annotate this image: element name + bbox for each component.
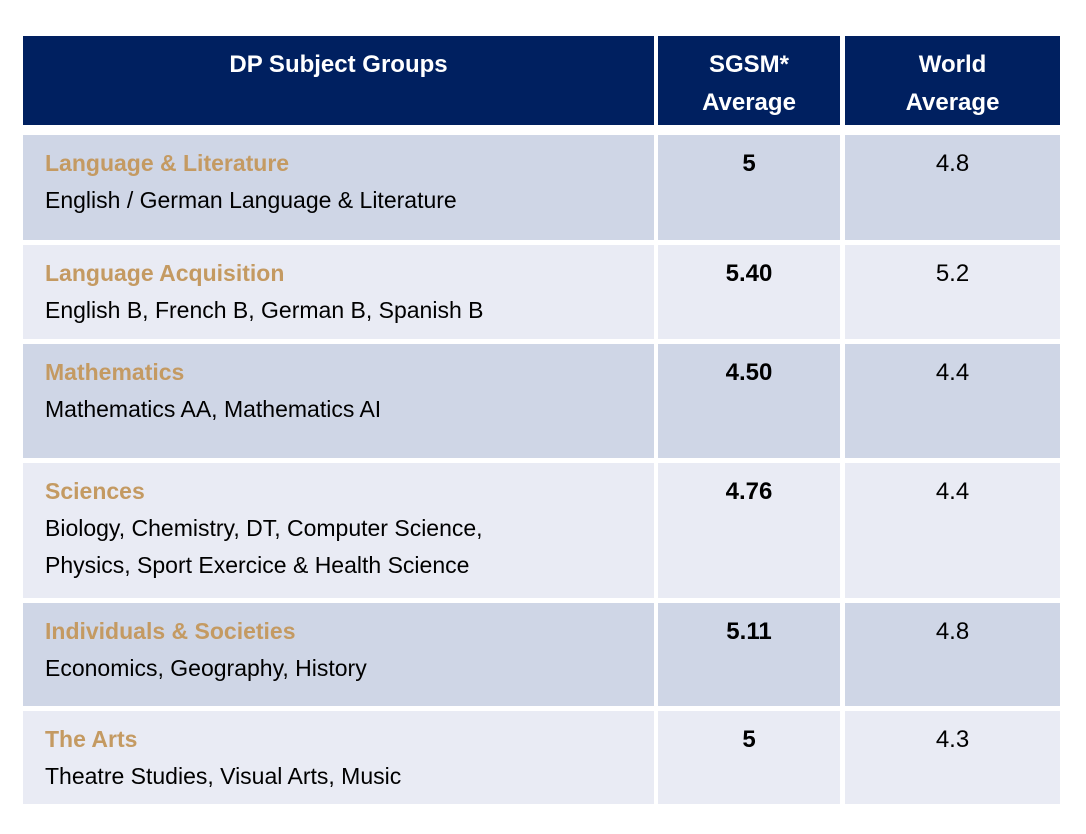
subject-cell: Language Acquisition English B, French B,… — [23, 245, 654, 339]
group-name: Language Acquisition — [45, 260, 285, 286]
world-value: 4.3 — [935, 726, 970, 753]
world-value: 4.8 — [935, 150, 970, 177]
subject-list: Theatre Studies, Visual Arts, Music — [45, 763, 402, 789]
subject-list: Biology, Chemistry, DT, Computer Science… — [45, 515, 483, 541]
world-average-cell: 5.2 — [845, 245, 1060, 339]
group-name: Individuals & Societies — [45, 618, 296, 644]
header-world-average: World Average — [845, 36, 1060, 125]
sgsm-average-cell: 4.76 — [658, 463, 840, 598]
sgsm-value: 5.40 — [725, 260, 773, 287]
group-name: The Arts — [45, 726, 138, 752]
sgsm-average-cell: 5 — [658, 711, 840, 804]
sgsm-value: 5.11 — [726, 618, 772, 645]
header-label: World — [918, 51, 987, 78]
sgsm-value: 4.50 — [725, 359, 773, 386]
sgsm-average-cell: 5 — [658, 135, 840, 240]
group-name: Language & Literature — [45, 150, 290, 176]
subject-cell: The Arts Theatre Studies, Visual Arts, Mu… — [23, 711, 654, 804]
subject-cell: Sciences Biology, Chemistry, DT, Computer… — [23, 463, 654, 598]
world-average-cell: 4.4 — [845, 463, 1060, 598]
subject-list: Physics, Sport Exercice & Health Science — [45, 552, 470, 578]
sgsm-value: 4.76 — [725, 478, 773, 505]
world-average-cell: 4.4 — [845, 344, 1060, 458]
world-value: 4.4 — [935, 359, 970, 386]
header-label: DP Subject Groups — [229, 51, 448, 78]
group-name: Mathematics — [45, 359, 185, 385]
header-label: Average — [702, 89, 796, 116]
world-value: 4.4 — [935, 478, 970, 505]
sgsm-value: 5 — [742, 726, 756, 753]
header-subject-groups: DP Subject Groups — [23, 36, 654, 125]
subject-list: Mathematics AA, Mathematics AI — [45, 396, 382, 422]
subject-list: English B, French B, German B, Spanish B — [45, 297, 484, 323]
subject-cell: Language & Literature English / German La… — [23, 135, 654, 240]
sgsm-average-cell: 5.11 — [658, 603, 840, 706]
world-value: 5.2 — [935, 260, 970, 287]
sgsm-average-cell: 5.40 — [658, 245, 840, 339]
subject-list: English / German Language & Literature — [45, 187, 457, 213]
subject-cell: Individuals & Societies Economics, Geogra… — [23, 603, 654, 706]
world-average-cell: 4.3 — [845, 711, 1060, 804]
sgsm-average-cell: 4.50 — [658, 344, 840, 458]
header-label: Average — [905, 89, 1000, 116]
subject-list: Economics, Geography, History — [45, 655, 367, 681]
header-sgsm-average: SGSM* Average — [658, 36, 840, 125]
group-name: Sciences — [45, 478, 145, 504]
sgsm-value: 5 — [742, 150, 756, 177]
world-average-cell: 4.8 — [845, 135, 1060, 240]
header-label: SGSM* — [708, 51, 789, 78]
subject-cell: Mathematics Mathematics AA, Mathematics A… — [23, 344, 654, 458]
world-average-cell: 4.8 — [845, 603, 1060, 706]
world-value: 4.8 — [935, 618, 970, 645]
